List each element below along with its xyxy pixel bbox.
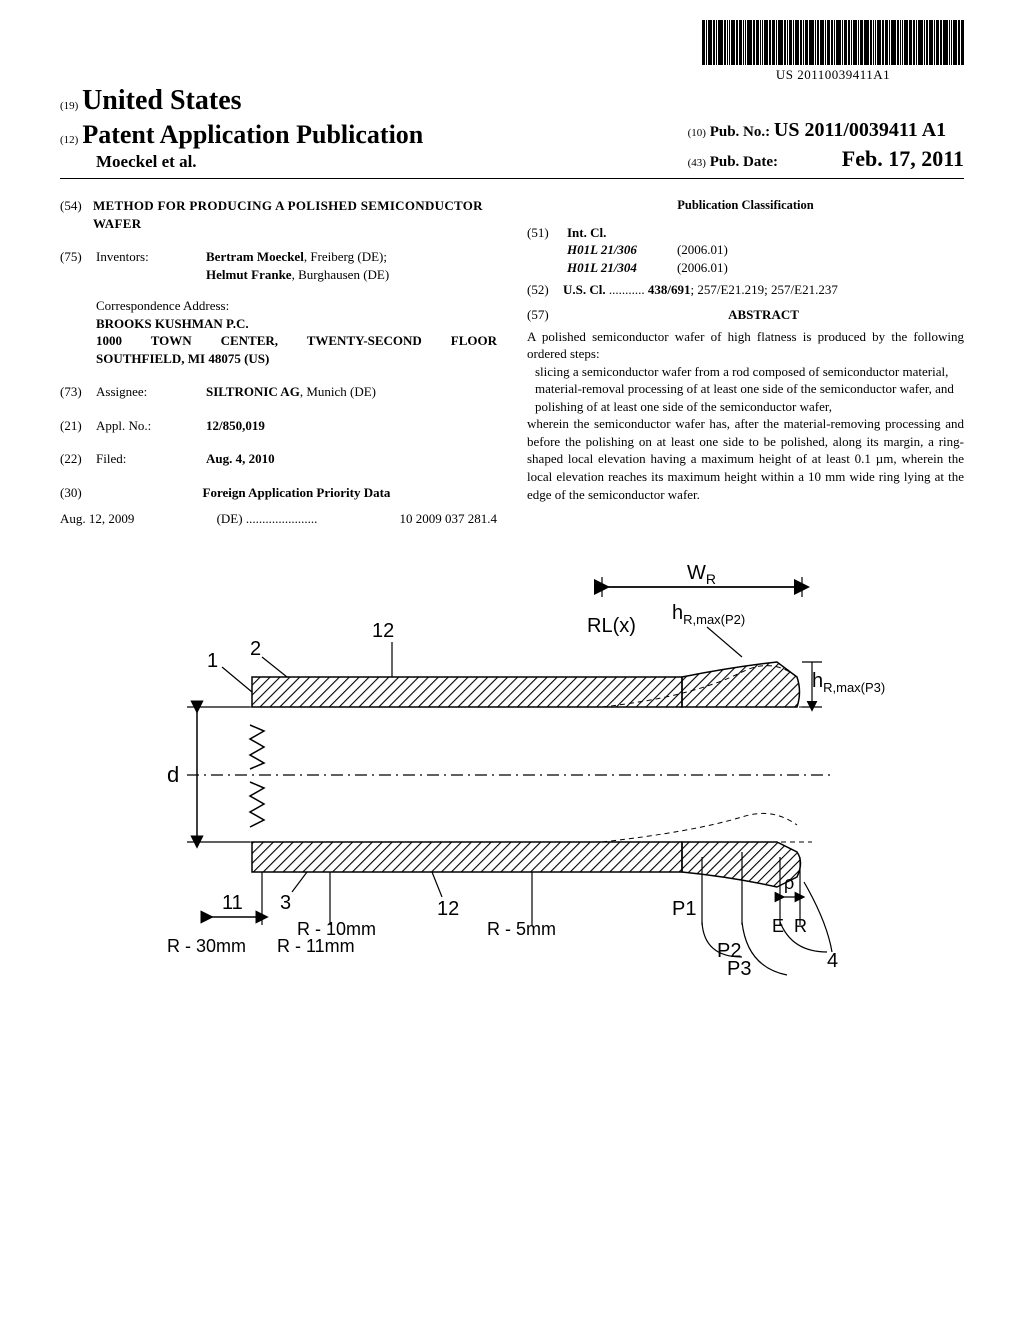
abstract-p1: A polished semiconductor wafer of high f… (527, 328, 964, 363)
country-line: (19) United States (60, 85, 964, 117)
label-2: 2 (250, 638, 261, 660)
label-r10: R - 10mm (297, 919, 376, 939)
applno: 12/850,019 (206, 417, 497, 435)
fpd-date: Aug. 12, 2009 (60, 510, 134, 528)
code-54: (54) (60, 197, 93, 232)
inventor-2-loc: , Burghausen (DE) (292, 267, 390, 282)
filed-date: Aug. 4, 2010 (206, 450, 497, 468)
intcl-2-year: (2006.01) (677, 259, 728, 277)
assignee-label: Assignee: (96, 383, 206, 401)
intcl-1: H01L 21/306 (567, 241, 637, 259)
pub-class-label: Publication Classification (527, 197, 964, 214)
pubno: US 2011/0039411 A1 (774, 119, 946, 141)
label-3: 3 (280, 892, 291, 914)
header: (19) United States (12) Patent Applicati… (60, 85, 964, 179)
uscl-label: U.S. Cl. (563, 282, 606, 297)
label-rlx: RL(x) (587, 615, 636, 637)
uscl-main: 438/691 (648, 282, 691, 297)
fpd-cc: (DE) ...................... (217, 510, 318, 528)
intcl-1-year: (2006.01) (677, 241, 728, 259)
uscl: U.S. Cl. ........... 438/691; 257/E21.21… (563, 281, 838, 299)
corr-label: Correspondence Address: (96, 297, 497, 315)
country: United States (82, 85, 241, 116)
label-4: 4 (827, 950, 838, 972)
inventor-1-loc: , Freiberg (DE); (304, 249, 387, 264)
abstract-step-3: polishing of at least one side of the se… (527, 398, 964, 416)
label-r5: R - 5mm (487, 919, 556, 939)
inventors-label: Inventors: (96, 248, 206, 283)
code-51: (51) (527, 224, 563, 277)
label-e: E (772, 916, 784, 936)
right-column: Publication Classification (51) Int. Cl.… (527, 197, 964, 527)
abstract-body: A polished semiconductor wafer of high f… (527, 328, 964, 503)
label-12a: 12 (372, 620, 394, 642)
abstract-step-1: slicing a semiconductor wafer from a rod… (527, 363, 964, 381)
inventors-value: Bertram Moeckel, Freiberg (DE); Helmut F… (206, 248, 497, 283)
pubdate: Feb. 17, 2011 (842, 146, 964, 171)
code-12: (12) (60, 134, 78, 146)
invention-title: METHOD FOR PRODUCING A POLISHED SEMICOND… (93, 197, 497, 232)
code-75: (75) (60, 248, 96, 283)
inventor-2: Helmut Franke (206, 267, 292, 282)
publication-type: Patent Application Publication (82, 120, 423, 149)
label-p1: P1 (672, 898, 696, 920)
applno-label: Appl. No.: (96, 417, 206, 435)
code-57: (57) (527, 306, 563, 324)
label-hr3: hR,max(P3) (812, 670, 885, 695)
code-73: (73) (60, 383, 96, 401)
code-19: (19) (60, 100, 78, 112)
assignee-value: SILTRONIC AG, Munich (DE) (206, 383, 497, 401)
barcode-block: US 20110039411A1 (702, 20, 964, 83)
authors: Moeckel et al. (96, 152, 423, 172)
label-r11: R - 11mm (277, 936, 355, 956)
corr-line-1: BROOKS KUSHMAN P.C. (96, 315, 497, 333)
corr-line-3: SOUTHFIELD, MI 48075 (US) (96, 350, 497, 368)
code-10: (10) (688, 127, 706, 139)
code-52: (52) (527, 281, 563, 299)
figure: WR RL(x) hR,max(P2) hR,max(P3) 1 (60, 557, 964, 977)
intcl-label: Int. Cl. (567, 224, 728, 242)
uscl-dots: ........... (609, 282, 645, 297)
label-12b: 12 (437, 898, 459, 920)
corr-line-2: 1000 TOWN CENTER, TWENTY-SECOND FLOOR (96, 332, 497, 350)
filed-label: Filed: (96, 450, 206, 468)
label-11: 11 (222, 892, 243, 914)
code-30: (30) (60, 484, 96, 502)
pubdate-label: Pub. Date: (710, 154, 778, 170)
fpd-label: Foreign Application Priority Data (96, 484, 497, 502)
label-1: 1 (207, 650, 218, 672)
abstract-step-2: material-removal processing of at least … (527, 380, 964, 398)
assignee-name: SILTRONIC AG (206, 384, 300, 399)
abstract-label: ABSTRACT (563, 306, 964, 324)
label-p3: P3 (727, 958, 751, 977)
code-43: (43) (688, 157, 706, 169)
fpd-row: Aug. 12, 2009 (DE) .....................… (60, 510, 497, 528)
uscl-rest: ; 257/E21.219; 257/E21.237 (691, 282, 838, 297)
abstract-p2: wherein the semiconductor wafer has, aft… (527, 415, 964, 503)
label-r30: R - 30mm (167, 936, 246, 956)
label-d: d (167, 762, 179, 787)
inventor-1: Bertram Moeckel (206, 249, 304, 264)
barcode-text: US 20110039411A1 (702, 67, 964, 83)
assignee-loc: , Munich (DE) (300, 384, 376, 399)
pubno-label: Pub. No.: (710, 124, 770, 140)
label-r: R (794, 916, 807, 936)
label-rho: ρ (784, 873, 794, 893)
label-hr2: hR,max(P2) (672, 602, 745, 627)
code-22: (22) (60, 450, 96, 468)
intcl-2: H01L 21/304 (567, 259, 637, 277)
left-column: (54) METHOD FOR PRODUCING A POLISHED SEM… (60, 197, 497, 527)
code-21: (21) (60, 417, 96, 435)
barcode (702, 20, 964, 65)
label-wr: WR (687, 562, 716, 587)
fpd-no: 10 2009 037 281.4 (399, 510, 497, 528)
wafer-diagram-svg: WR RL(x) hR,max(P2) hR,max(P3) 1 (132, 557, 892, 977)
correspondence: Correspondence Address: BROOKS KUSHMAN P… (96, 297, 497, 367)
